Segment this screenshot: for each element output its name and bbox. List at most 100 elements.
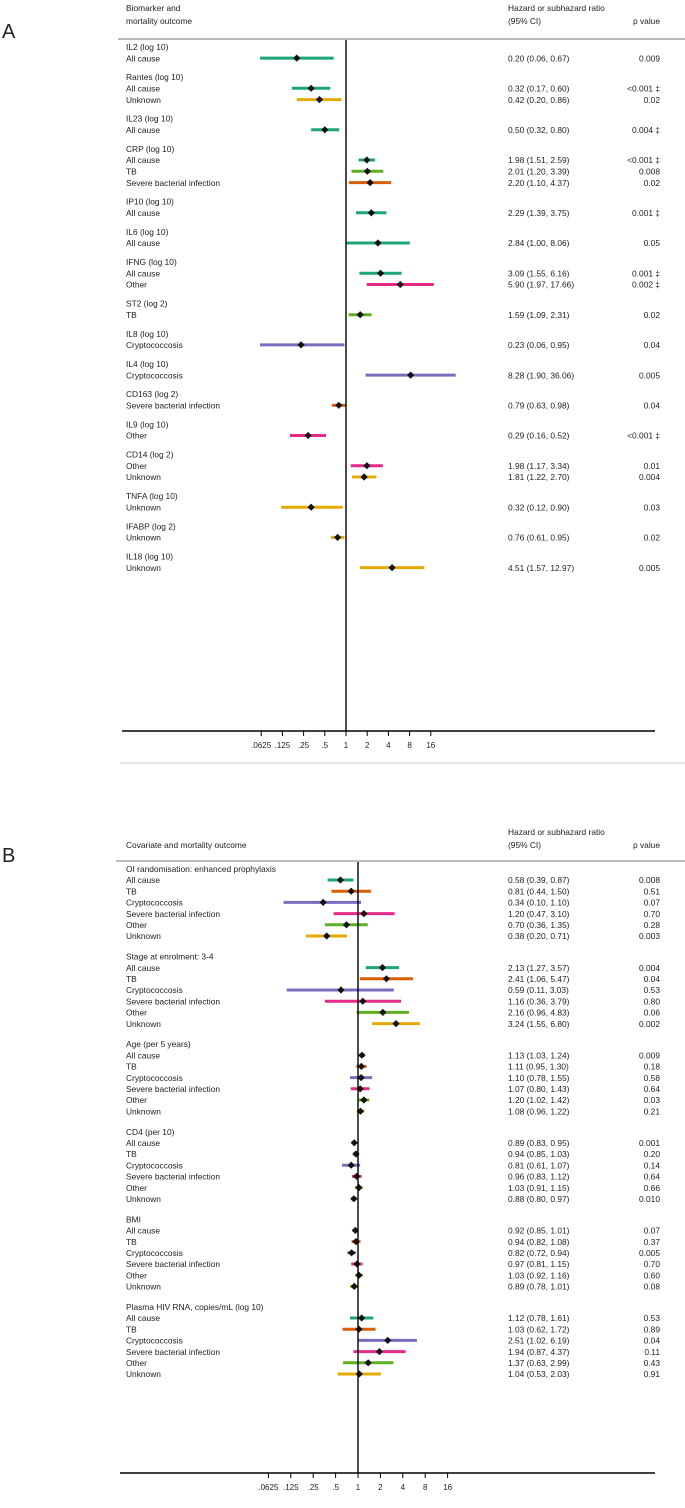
panel-b-row-estimate-text: 1.08 (0.96, 1.22) [508, 1106, 570, 1116]
panel-b-point-estimate [350, 1195, 358, 1203]
panel-b-row-p-value: 0.04 [644, 974, 661, 984]
panel-b-x-tick-label: .25 [308, 1483, 320, 1492]
panel-a-row-p-value: 0.008 [639, 167, 660, 177]
panel-a-group-label: CD163 (log 2) [126, 389, 178, 399]
panel-a-row-estimate-text: 4.51 (1.57, 12.97) [508, 563, 574, 573]
panel-b-row-p-value: 0.43 [644, 1358, 661, 1368]
panel-a-point-estimate [407, 371, 415, 379]
panel-a-point-estimate [360, 473, 368, 481]
panel-b-row-estimate-text: 2.16 (0.96, 4.83) [508, 1008, 570, 1018]
panel-a-point-estimate [367, 209, 375, 217]
panel-b-row-estimate-text: 0.34 (0.10, 1.10) [508, 898, 570, 908]
panel-a-row-estimate-text: 5.90 (1.97, 17.66) [508, 280, 574, 290]
panel-a-row-estimate-text: 1.81 (1.22, 2.70) [508, 472, 570, 482]
panel-a-header-label: mortality outcome [126, 16, 192, 26]
panel-a-row-estimate-text: 2.29 (1.39, 3.75) [508, 208, 570, 218]
panel-a-row-estimate-text: 0.23 (0.06, 0.95) [508, 340, 570, 350]
panel-a-group-label: CRP (log 10) [126, 144, 174, 154]
panel-b-row-p-value: 0.58 [644, 1073, 661, 1083]
panel-b-row-p-value: 0.53 [644, 985, 661, 995]
panel-b-letter: B [2, 845, 15, 867]
panel-a-group-label: Rantes (log 10) [126, 72, 183, 82]
panel-b-row-outcome: Cryptococcosis [126, 1073, 183, 1083]
panel-b-row-estimate-text: 1.04 (0.53, 2.03) [508, 1369, 570, 1379]
panel-b-x-tick-label: .0625 [258, 1483, 279, 1492]
panel-a-point-estimate [356, 311, 364, 319]
panel-b-row-p-value: 0.03 [644, 1095, 661, 1105]
panel-a-header-p: p value [633, 16, 660, 26]
panel-b-point-estimate [364, 1359, 372, 1367]
panel-b-row-p-value: 0.21 [644, 1106, 661, 1116]
panel-b-row-p-value: 0.008 [639, 875, 660, 885]
panel-a-point-estimate [335, 401, 343, 409]
panel-b-row-estimate-text: 0.94 (0.82, 1.08) [508, 1237, 570, 1247]
panel-b-row-estimate-text: 1.12 (0.78, 1.61) [508, 1313, 570, 1323]
panel-a-row-p-value: 0.04 [644, 401, 661, 411]
panel-a-row-outcome: Severe bacterial infection [126, 401, 220, 411]
panel-b-x-tick-label: .125 [283, 1483, 299, 1492]
panel-b-point-estimate [323, 932, 331, 940]
panel-a-x-tick-label: .0625 [251, 741, 272, 750]
panel-b-point-estimate [384, 1336, 392, 1344]
panel-a-header-label: Biomarker and [126, 3, 181, 13]
panel-b-row-estimate-text: 0.89 (0.78, 1.01) [508, 1282, 570, 1292]
panel-b-group-label: Plasma HIV RNA, copies/mL (log 10) [126, 1302, 264, 1312]
panel-a-group-label: IL18 (log 10) [126, 552, 173, 562]
panel-a-point-estimate [307, 503, 315, 511]
panel-b-row-outcome: Other [126, 1183, 147, 1193]
panel-b-row-outcome: Severe bacterial infection [126, 1172, 220, 1182]
panel-b-point-estimate [355, 1325, 363, 1333]
panel-b-row-estimate-text: 1.20 (0.47, 3.10) [508, 909, 570, 919]
panel-a-row-estimate-text: 1.98 (1.17, 3.34) [508, 461, 570, 471]
panel-b-point-estimate [392, 1020, 400, 1028]
panel-b-row-estimate-text: 1.16 (0.36, 3.79) [508, 996, 570, 1006]
panel-b-x-tick-label: 8 [423, 1483, 428, 1492]
panel-a-group-label: IL8 (log 10) [126, 329, 169, 339]
panel-b-row-outcome: Cryptococcosis [126, 1336, 183, 1346]
panel-a-x-tick-label: 8 [407, 741, 412, 750]
panel-b-row-outcome: TB [126, 886, 137, 896]
panel-b-row-estimate-text: 1.94 (0.87, 4.37) [508, 1347, 570, 1357]
panel-b-point-estimate [357, 1074, 365, 1082]
panel-a-row-outcome: All cause [126, 238, 160, 248]
panel-b-row-p-value: 0.70 [644, 909, 661, 919]
panel-a-row-outcome: Unknown [126, 502, 161, 512]
panel-b-row-estimate-text: 0.70 (0.36, 1.35) [508, 920, 570, 930]
panel-a-group-label: IFABP (log 2) [126, 521, 176, 531]
panel-b-row-estimate-text: 0.89 (0.83, 0.95) [508, 1138, 570, 1148]
panel-a-row-outcome: Other [126, 431, 147, 441]
panel-b-row-estimate-text: 0.81 (0.44, 1.50) [508, 886, 570, 896]
panel-b-row-outcome: Other [126, 920, 147, 930]
panel-a-point-estimate [366, 179, 374, 187]
panel-a-group-label: IL6 (log 10) [126, 227, 169, 237]
panel-b-row-p-value: 0.06 [644, 1008, 661, 1018]
panel-b-row-outcome: Cryptococcosis [126, 985, 183, 995]
panel-b-point-estimate [360, 1096, 368, 1104]
panel-b-point-estimate [337, 986, 345, 994]
panel-a-group-label: ST2 (log 2) [126, 299, 168, 309]
panel-b-row-outcome: TB [126, 1149, 137, 1159]
panel-a-x-tick-label: .25 [298, 741, 310, 750]
panel-a-row-outcome: All cause [126, 53, 160, 63]
panel-b-row-estimate-text: 0.94 (0.85, 1.03) [508, 1149, 570, 1159]
panel-a-row-outcome: Other [126, 461, 147, 471]
panel-b-row-p-value: 0.001 [639, 1138, 660, 1148]
panel-a-row-outcome: All cause [126, 155, 160, 165]
panel-b-row-estimate-text: 0.81 (0.61, 1.07) [508, 1160, 570, 1170]
panel-a-point-estimate [396, 280, 404, 289]
panel-b-point-estimate [353, 1172, 361, 1180]
panel-b-row-estimate-text: 0.88 (0.80, 0.97) [508, 1194, 570, 1204]
panel-b-row-outcome: Cryptococcosis [126, 1248, 183, 1258]
panel-b-row-outcome: All cause [126, 1050, 160, 1060]
panel-b-row-outcome: Unknown [126, 1369, 161, 1379]
panel-b-row-estimate-text: 2.51 (1.02, 6.19) [508, 1336, 570, 1346]
panel-a-row-p-value: 0.004 [639, 472, 660, 482]
panel-b-row-estimate-text: 0.38 (0.20, 0.71) [508, 931, 570, 941]
panel-a-row-outcome: All cause [126, 208, 160, 218]
panel-b-row-outcome: All cause [126, 963, 160, 973]
panel-b-row-p-value: 0.66 [644, 1183, 661, 1193]
panel-a-row-estimate-text: 1.98 (1.51, 2.59) [508, 155, 570, 165]
panel-b-row-p-value: 0.28 [644, 920, 661, 930]
panel-b-row-outcome: Unknown [126, 1019, 161, 1029]
panel-b-row-outcome: Unknown [126, 1282, 161, 1292]
